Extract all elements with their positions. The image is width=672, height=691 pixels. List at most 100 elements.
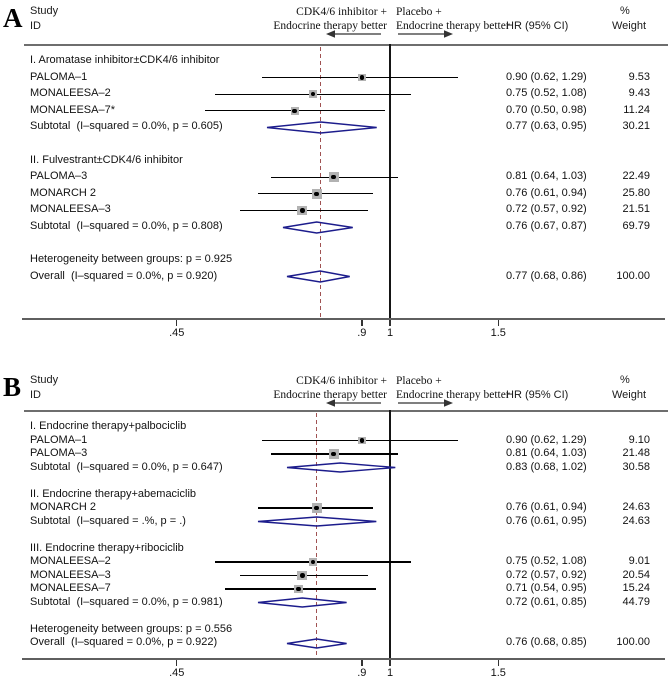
null-effect-line [389, 44, 391, 318]
point-estimate-dot [359, 75, 365, 80]
x-axis-tick [389, 660, 391, 666]
weight-value: 21.48 [622, 447, 650, 459]
heterogeneity-note: Heterogeneity between groups: p = 0.925 [30, 253, 233, 266]
hr-ci-value: 0.76 (0.67, 0.87) [506, 220, 587, 232]
left-better-line2: Endocrine therapy better [273, 20, 387, 32]
weight-value: 100.00 [616, 269, 650, 282]
null-effect-line [389, 410, 391, 658]
weight-value: 21.51 [622, 203, 650, 216]
weight-value: 11.24 [623, 103, 650, 116]
left-better-arrow-icon [326, 399, 381, 407]
weight-value: 22.49 [622, 170, 650, 183]
x-axis-tick [389, 320, 391, 326]
subtotal-diamond [257, 597, 347, 608]
panel-label: B [3, 372, 22, 402]
x-axis-tick-label: 1 [386, 327, 394, 339]
id-column-header: ID [30, 20, 41, 32]
right-better-arrow-icon [398, 399, 453, 407]
hr-ci-value: 0.72 (0.61, 0.85) [506, 595, 587, 608]
percent-header: % [620, 374, 630, 386]
hr-ci-value: 0.77 (0.63, 0.95) [506, 120, 587, 133]
dashed-reference-line [316, 413, 318, 658]
point-estimate-dot [331, 451, 336, 457]
point-estimate-dot [310, 559, 316, 565]
x-axis-tick-label: 1.5 [490, 667, 506, 679]
x-axis-tick [497, 320, 499, 326]
x-axis-tick [361, 320, 363, 326]
study-label: MONARCH 2 [30, 186, 97, 199]
weight-value: 100.00 [616, 636, 650, 648]
subtotal-label: Subtotal (I–squared = 0.0%, p = 0.647) [30, 460, 223, 473]
weight-column-header: Weight [612, 20, 647, 32]
hr-column-header: HR (95% CI) [506, 389, 569, 401]
study-column-header: Study [30, 5, 59, 17]
study-label: MONALEESA–3 [30, 203, 111, 216]
point-estimate-dot [331, 174, 336, 180]
study-label: PALOMA–3 [30, 447, 88, 459]
overall-diamond [286, 270, 350, 284]
header-rule [24, 410, 668, 412]
point-estimate-dot [314, 191, 319, 197]
header-rule [24, 44, 668, 46]
overall-label: Overall (I–squared = 0.0%, p = 0.920) [30, 269, 218, 282]
x-axis-tick-label: 1.5 [490, 327, 506, 339]
study-column-header: Study [30, 374, 59, 386]
right-better-line2: Endocrine therapy better [396, 20, 510, 32]
x-axis-tick-label: .45 [169, 667, 185, 679]
x-axis-tick [361, 660, 363, 666]
left-better-line1: CDK4/6 inhibitor + [296, 375, 387, 387]
weight-value: 69.79 [622, 220, 650, 232]
hr-ci-value: 0.72 (0.57, 0.92) [506, 203, 587, 216]
study-label: MONALEESA–7* [30, 103, 115, 116]
forest-panel-b: B Study ID CDK4/6 inhibitor + Endocrine … [0, 358, 672, 691]
x-axis-line [22, 658, 665, 660]
subtotal-label: Subtotal (I–squared = 0.0%, p = 0.808) [30, 220, 223, 232]
hr-ci-value: 0.75 (0.52, 1.08) [506, 87, 587, 100]
right-better-label: Placebo + Endocrine therapy better [396, 5, 566, 33]
weight-value: 20.54 [622, 568, 650, 581]
study-label: PALOMA–1 [30, 70, 88, 83]
dashed-reference-line [319, 47, 321, 318]
hr-ci-value: 0.71 (0.54, 0.95) [506, 582, 587, 594]
study-label: PALOMA–3 [30, 170, 88, 183]
hr-ci-value: 0.70 (0.50, 0.98) [506, 103, 587, 116]
weight-value: 44.79 [622, 595, 650, 608]
study-label: MONALEESA–2 [30, 87, 111, 100]
weight-value: 9.10 [628, 433, 650, 446]
study-label: MONALEESA–3 [30, 568, 111, 581]
overall-diamond [286, 637, 347, 649]
subtotal-label: Subtotal (I–squared = 0.0%, p = 0.605) [30, 120, 223, 133]
subtotal-diamond [282, 220, 353, 234]
x-axis-tick [176, 660, 178, 666]
percent-header: % [620, 5, 630, 17]
plot-area-b: I. Endocrine therapy+palbociclib PALOMA–1… [0, 358, 672, 691]
x-axis-tick-label: .45 [169, 327, 185, 339]
subtotal-diamond [266, 121, 377, 134]
weight-column-header: Weight [612, 389, 647, 401]
weight-value: 9.53 [628, 70, 650, 83]
group-heading: II. Endocrine therapy+abemaciclib [30, 487, 197, 500]
right-better-line1: Placebo + [396, 6, 442, 18]
panel-label: A [3, 3, 23, 33]
weight-value: 9.01 [628, 555, 650, 567]
weight-value: 24.63 [622, 514, 650, 527]
point-estimate-dot [296, 586, 301, 592]
right-better-label: Placebo + Endocrine therapy better [396, 374, 566, 402]
left-better-line2: Endocrine therapy better [273, 389, 387, 401]
study-label: PALOMA–1 [30, 433, 88, 446]
group-heading: III. Endocrine therapy+ribociclib [30, 541, 184, 554]
point-estimate-dot [359, 438, 365, 443]
study-label: MONALEESA–2 [30, 555, 111, 567]
weight-value: 25.80 [622, 186, 650, 199]
x-axis-tick [176, 320, 178, 326]
point-estimate-dot [299, 208, 305, 213]
forest-panel-a: A Study ID CDK4/6 inhibitor + Endocrine … [3, 3, 668, 339]
id-column-header: ID [30, 389, 41, 401]
x-axis-tick-label: .9 [357, 667, 367, 679]
subtotal-label: Subtotal (I–squared = .%, p = .) [30, 514, 186, 527]
hr-ci-value: 0.83 (0.68, 1.02) [506, 460, 587, 473]
point-estimate-dot [299, 573, 305, 578]
left-better-line1: CDK4/6 inhibitor + [296, 6, 387, 18]
right-better-arrow-icon [398, 30, 453, 38]
